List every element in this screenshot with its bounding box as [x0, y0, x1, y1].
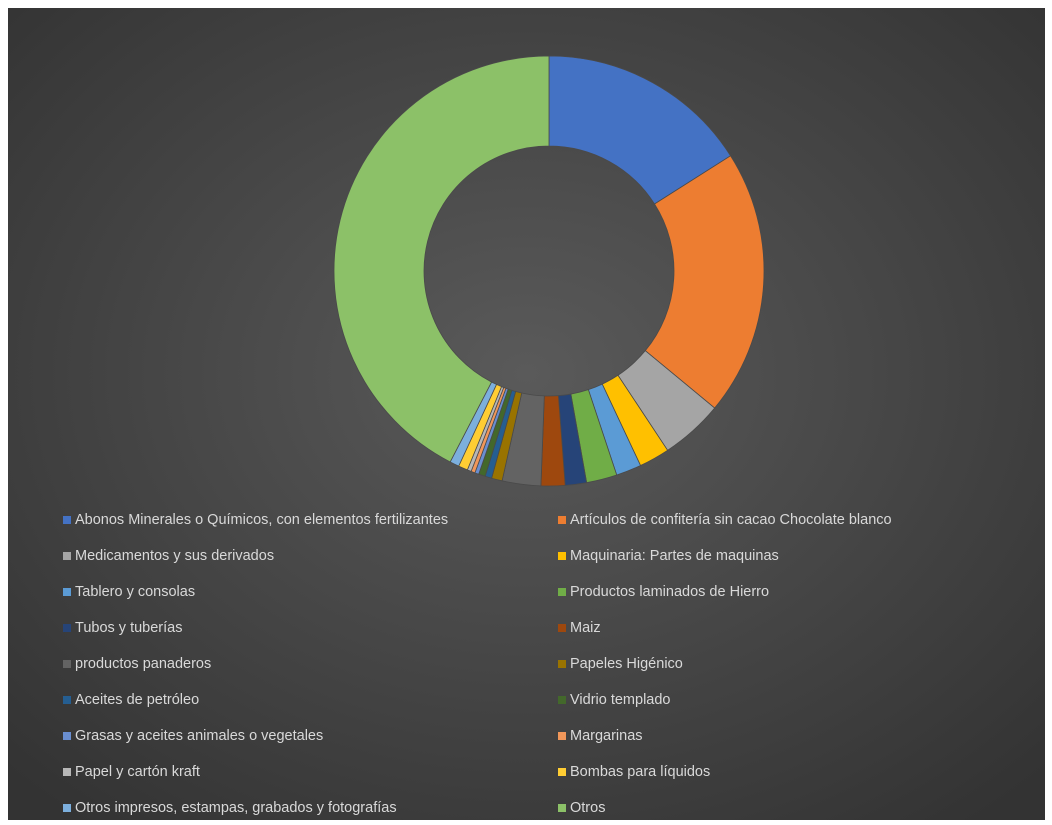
- legend-label: Artículos de confitería sin cacao Chocol…: [570, 512, 892, 528]
- legend-label: Grasas y aceites animales o vegetales: [75, 728, 323, 744]
- legend-swatch: [63, 768, 71, 776]
- legend-label: Tablero y consolas: [75, 584, 195, 600]
- legend-swatch: [63, 804, 71, 812]
- legend-swatch: [63, 516, 71, 524]
- legend-label: Maquinaria: Partes de maquinas: [570, 548, 779, 564]
- legend-label: Medicamentos y sus derivados: [75, 548, 274, 564]
- legend-label: Tubos y tuberías: [75, 620, 182, 636]
- legend-swatch: [558, 768, 566, 776]
- legend-label: Maiz: [570, 620, 601, 636]
- legend-swatch: [63, 552, 71, 560]
- legend-swatch: [63, 732, 71, 740]
- legend-swatch: [558, 696, 566, 704]
- legend-label: Otros impresos, estampas, grabados y fot…: [75, 800, 397, 816]
- donut: [333, 55, 765, 487]
- legend: Abonos Minerales o Químicos, con element…: [63, 512, 892, 816]
- legend-swatch: [558, 660, 566, 668]
- legend-swatch: [63, 660, 71, 668]
- legend-label: Aceites de petróleo: [75, 692, 199, 708]
- legend-swatch: [63, 624, 71, 632]
- legend-swatch: [558, 624, 566, 632]
- legend-label: Margarinas: [570, 728, 643, 744]
- legend-label: Bombas para líquidos: [570, 764, 710, 780]
- slice: [644, 155, 765, 409]
- legend-swatch: [558, 588, 566, 596]
- legend-label: Papel y cartón kraft: [75, 764, 200, 780]
- legend-label: Abonos Minerales o Químicos, con element…: [75, 512, 448, 528]
- legend-label: Otros: [570, 800, 605, 816]
- legend-label: productos panaderos: [75, 656, 211, 672]
- legend-swatch: [558, 516, 566, 524]
- legend-label: Vidrio templado: [570, 692, 671, 708]
- legend-label: Productos laminados de Hierro: [570, 584, 769, 600]
- legend-swatch: [558, 732, 566, 740]
- legend-swatch: [63, 696, 71, 704]
- legend-label: Papeles Higénico: [570, 656, 683, 672]
- legend-swatch: [558, 804, 566, 812]
- legend-swatch: [558, 552, 566, 560]
- legend-swatch: [63, 588, 71, 596]
- slice: [333, 55, 550, 463]
